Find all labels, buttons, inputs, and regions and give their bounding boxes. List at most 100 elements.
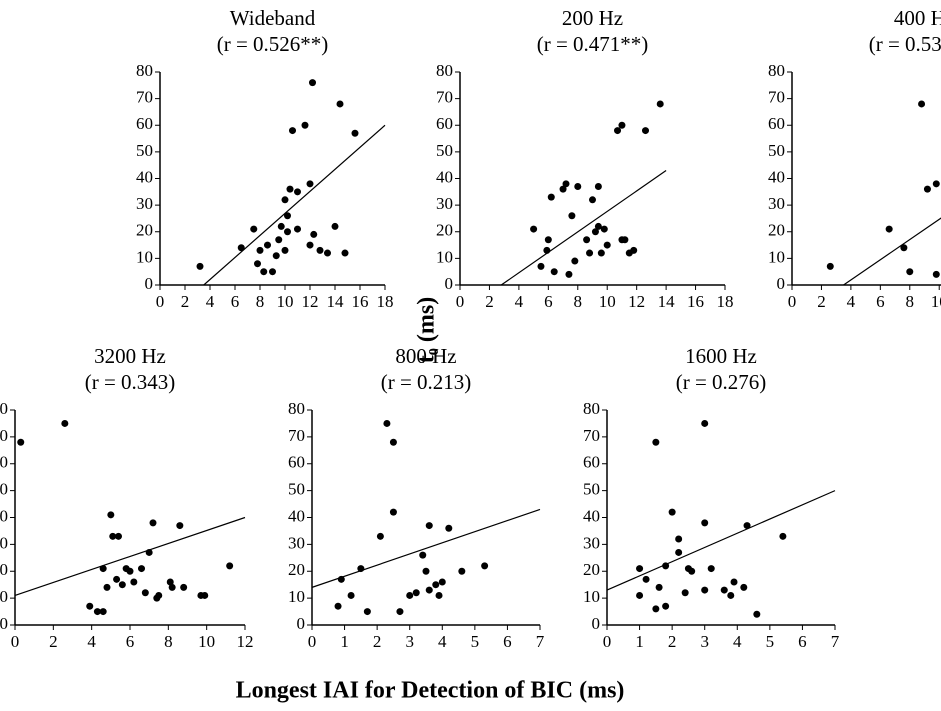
data-point [597, 249, 605, 257]
data-point [900, 244, 908, 252]
x-tick-label: 8 [574, 292, 583, 311]
data-point [530, 225, 538, 233]
x-tick-label: 16 [687, 292, 704, 311]
panel-title: 200 Hz [562, 6, 623, 30]
y-tick-label: 70 [768, 88, 785, 107]
data-point [256, 246, 264, 254]
x-tick-label: 14 [327, 292, 345, 311]
data-point [284, 212, 291, 220]
x-tick-label: 4 [733, 632, 742, 651]
data-point [600, 225, 608, 233]
data-point [701, 586, 709, 594]
y-tick-label: 10 [768, 247, 785, 266]
panel-title: 3200 Hz [94, 344, 166, 368]
data-point [435, 591, 443, 599]
data-point [574, 182, 582, 190]
data-point [166, 578, 174, 586]
x-tick-label: 0 [11, 632, 20, 651]
data-point [547, 193, 555, 201]
data-point [571, 257, 579, 265]
x-tick-label: 18 [717, 292, 734, 311]
data-point [118, 581, 126, 589]
x-tick-label: 4 [847, 292, 856, 311]
y-tick-label: 40 [768, 167, 785, 186]
data-point [544, 236, 552, 244]
x-tick-label: 3 [405, 632, 414, 651]
data-point [138, 565, 145, 573]
y-axis-label: t₀ (ms) [414, 297, 440, 364]
panel-title: 1600 Hz [685, 344, 757, 368]
data-point [17, 438, 25, 446]
y-tick-label: 40 [0, 506, 8, 525]
data-point [254, 260, 261, 268]
panel-subtitle: (r = 0.343) [85, 370, 176, 394]
y-tick-label: 50 [136, 141, 153, 160]
data-point [923, 185, 931, 193]
data-point [301, 121, 309, 129]
y-tick-label: 30 [436, 194, 453, 213]
y-tick-label: 20 [768, 221, 785, 240]
data-point [458, 567, 466, 575]
data-point [107, 511, 115, 519]
data-point [226, 562, 234, 570]
data-point [932, 270, 940, 278]
data-point [630, 246, 638, 254]
x-tick-label: 12 [302, 292, 319, 311]
panel-subtitle: (r = 0.526**) [217, 32, 329, 56]
data-point [363, 608, 371, 616]
data-point [432, 581, 440, 589]
data-point [652, 438, 660, 446]
x-tick-label: 12 [628, 292, 645, 311]
data-point [357, 565, 365, 573]
x-tick-label: 5 [766, 632, 775, 651]
y-tick-label: 70 [0, 426, 8, 445]
data-point [662, 562, 670, 570]
data-point [594, 182, 602, 190]
y-tick-label: 70 [288, 426, 305, 445]
data-point [707, 565, 715, 573]
data-point [269, 268, 276, 276]
x-tick-label: 3 [700, 632, 709, 651]
data-point [272, 252, 280, 260]
x-tick-label: 8 [164, 632, 173, 651]
y-tick-label: 20 [436, 221, 453, 240]
x-tick-label: 0 [308, 632, 317, 651]
data-point [281, 246, 289, 254]
panel-subtitle: (r = 0.276) [676, 370, 767, 394]
y-tick-label: 50 [583, 480, 600, 499]
fit-line [843, 217, 941, 286]
data-point [740, 583, 748, 591]
panel-title: 400 Hz [894, 6, 941, 30]
data-point [636, 565, 644, 573]
data-point [906, 268, 914, 276]
data-point [341, 249, 349, 257]
data-point [565, 270, 573, 278]
y-tick-label: 60 [136, 114, 153, 133]
panel-subtitle: (r = 0.533**) [869, 32, 941, 56]
data-point [422, 567, 430, 575]
x-tick-label: 12 [237, 632, 254, 651]
x-tick-label: 2 [485, 292, 494, 311]
x-tick-label: 4 [87, 632, 96, 651]
panel-title: 800 Hz [395, 344, 456, 368]
y-tick-label: 20 [288, 560, 305, 579]
x-tick-label: 8 [256, 292, 265, 311]
data-point [336, 100, 344, 108]
data-point [306, 241, 314, 249]
y-tick-label: 70 [583, 426, 600, 445]
panel-title: Wideband [230, 6, 316, 30]
data-point [99, 608, 107, 616]
data-point [885, 225, 893, 233]
y-tick-label: 0 [0, 614, 8, 633]
data-point [586, 249, 594, 257]
data-point [294, 225, 301, 233]
data-point [537, 262, 545, 270]
y-tick-label: 50 [0, 480, 8, 499]
y-tick-label: 20 [136, 221, 153, 240]
data-point [753, 610, 761, 618]
data-point [389, 508, 397, 516]
x-tick-label: 1 [340, 632, 349, 651]
data-point [264, 241, 271, 249]
data-point [655, 583, 663, 591]
data-point [289, 127, 296, 135]
